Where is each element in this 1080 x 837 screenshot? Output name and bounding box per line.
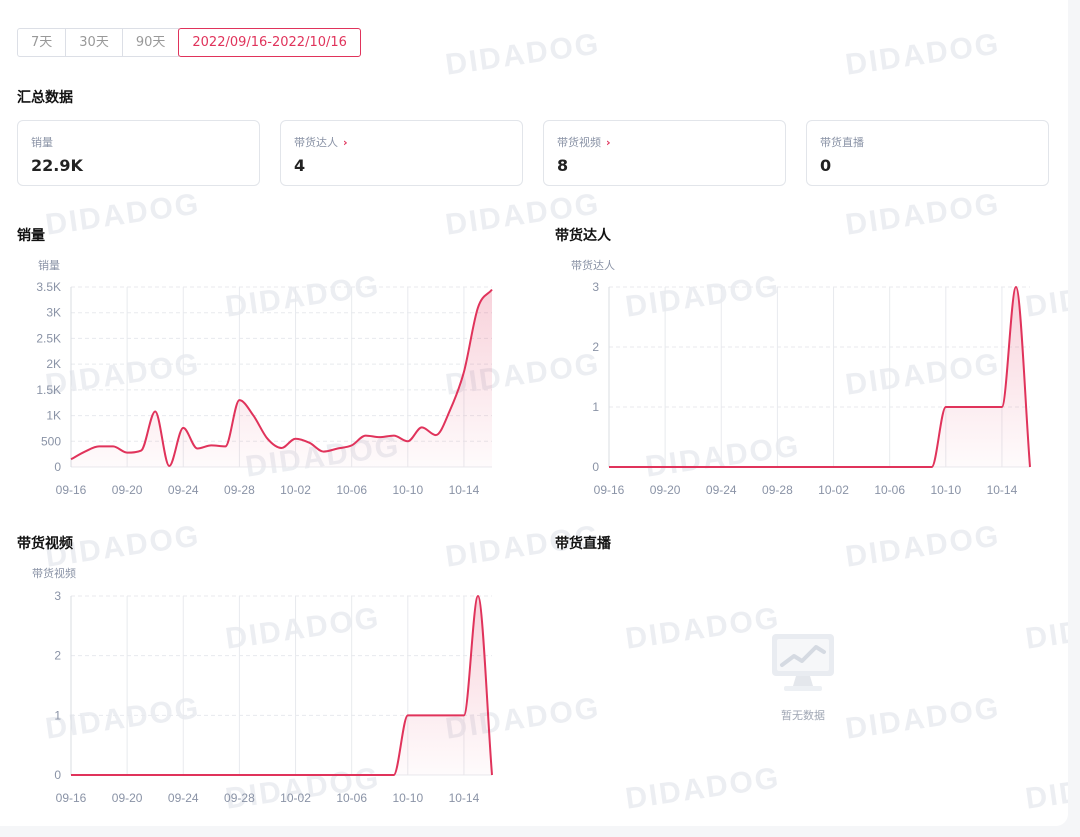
x-tick-label: 10-10 [392, 791, 423, 805]
x-tick-label: 09-24 [168, 483, 199, 497]
x-tick-label: 09-28 [762, 483, 793, 497]
x-tick-label: 09-20 [650, 483, 681, 497]
summary-title: 汇总数据 [17, 90, 73, 106]
y-tick-label: 2K [46, 357, 61, 371]
x-tick-label: 10-02 [280, 483, 311, 497]
x-tick-label: 09-16 [56, 791, 87, 805]
card-livestreams-label: 带货直播 [820, 136, 864, 149]
videos-chart: 带货视频 0 1 2 3 09-16 09-20 09-24 09-28 10-02 10-06 10… [32, 566, 493, 805]
series-line [70, 288, 493, 467]
empty-chart-icon [772, 634, 834, 691]
main-panel: DIDADOG DIDADOG DIDADOG DIDADOG DIDADOG DIDAD… [17, 27, 1068, 816]
x-tick-label: 10-06 [336, 483, 367, 497]
y-tick-label: 1K [46, 409, 61, 423]
series-line [608, 285, 1031, 469]
card-sales-value: 22.9K [31, 156, 83, 175]
card-livestreams-value: 0 [820, 156, 832, 175]
tab-7-days[interactable]: 7天 [17, 28, 67, 57]
y-tick-label: 2 [592, 340, 599, 354]
series-area [71, 289, 492, 467]
x-tick-label: 09-28 [224, 483, 255, 497]
chart-influencers-title: 带货达人 [555, 228, 611, 244]
y-tick-label: 1 [592, 400, 599, 414]
y-tick-label: 0 [54, 768, 61, 782]
tab-30-days[interactable]: 30天 [65, 28, 123, 57]
influencers-chart: 带货达人 0 1 2 3 09-16 09-20 09-24 09-28 10-02 10-06 10… [571, 258, 1031, 497]
x-tick-label: 09-20 [112, 483, 143, 497]
card-videos[interactable]: 带货视频 › 8 [543, 120, 786, 186]
card-sales-label: 销量 [31, 136, 53, 149]
y-tick-label: 2.5K [36, 331, 61, 345]
card-videos-value: 8 [557, 156, 569, 175]
x-tick-label: 09-20 [112, 791, 143, 805]
x-tick-label: 10-14 [987, 483, 1018, 497]
series-line [71, 594, 493, 776]
series-area [71, 596, 492, 775]
sales-chart: 销量 0 500 1K 1.5K 2K 2.5K 3K 3.5K 09-16 09-20 09-24 0… [36, 258, 493, 497]
y-axis-title: 销量 [38, 258, 60, 272]
card-videos-label: 带货视频 › [557, 136, 611, 149]
card-livestreams: 带货直播 0 [806, 120, 1049, 186]
y-tick-label: 0 [54, 460, 61, 474]
chart-sales-title: 销量 [17, 228, 45, 244]
chevron-right-icon: › [343, 136, 348, 149]
x-tick-label: 10-10 [392, 483, 423, 497]
x-tick-label: 10-06 [336, 791, 367, 805]
charts-canvas: 销量 0 500 1K 1.5K 2K 2.5K 3K 3.5K 09-16 09-20 09-24 0… [32, 258, 1031, 805]
x-tick-label: 09-28 [224, 791, 255, 805]
x-tick-label: 09-16 [56, 483, 87, 497]
y-tick-label: 1.5K [36, 383, 61, 397]
x-tick-label: 10-14 [449, 483, 480, 497]
y-tick-label: 2 [54, 649, 61, 663]
chart-livestream-title: 带货直播 [555, 536, 611, 552]
empty-chart-message: 暂无数据 [781, 709, 825, 722]
card-influencers-label: 带货达人 › [294, 136, 348, 149]
card-sales: 销量 22.9K [17, 120, 260, 186]
y-axis-title: 带货视频 [32, 566, 76, 580]
card-influencers-value: 4 [294, 156, 306, 175]
x-tick-label: 10-06 [874, 483, 905, 497]
y-tick-label: 500 [41, 434, 61, 448]
y-tick-label: 3.5K [36, 280, 61, 294]
x-tick-label: 09-16 [594, 483, 625, 497]
empty-chart-placeholder: 暂无数据 [770, 632, 836, 732]
chevron-right-icon: › [606, 136, 611, 149]
chart-videos-title: 带货视频 [17, 536, 73, 552]
y-tick-label: 3K [46, 306, 61, 320]
y-axis-title: 带货达人 [571, 258, 615, 272]
y-tick-label: 3 [54, 589, 61, 603]
x-tick-label: 09-24 [706, 483, 737, 497]
x-tick-label: 10-02 [280, 791, 311, 805]
tab-custom-range[interactable]: 2022/09/16-2022/10/16 [178, 28, 361, 57]
x-tick-label: 10-02 [818, 483, 849, 497]
y-tick-label: 1 [54, 708, 61, 722]
series-area [609, 287, 1030, 467]
card-influencers[interactable]: 带货达人 › 4 [280, 120, 523, 186]
x-tick-label: 10-10 [930, 483, 961, 497]
tab-90-days[interactable]: 90天 [121, 28, 180, 57]
y-tick-label: 3 [592, 280, 599, 294]
date-range-tabs: 7天 30天 90天 2022/09/16-2022/10/16 [17, 28, 361, 57]
x-tick-label: 09-24 [168, 791, 199, 805]
y-tick-label: 0 [592, 460, 599, 474]
x-tick-label: 10-14 [449, 791, 480, 805]
